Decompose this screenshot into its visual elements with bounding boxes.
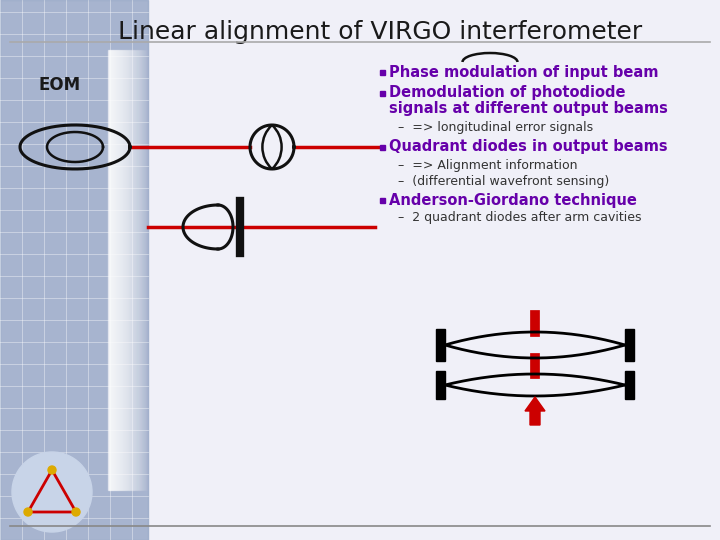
Bar — [112, 50, 113, 490]
Text: Demodulation of photodiode: Demodulation of photodiode — [389, 85, 626, 100]
Bar — [111, 50, 112, 490]
Bar — [121, 50, 122, 490]
Bar — [125, 50, 126, 490]
Bar — [135, 50, 136, 490]
Bar — [127, 50, 128, 490]
Bar — [140, 50, 141, 490]
Bar — [117, 50, 118, 490]
Bar — [145, 50, 146, 490]
Bar — [129, 50, 130, 490]
Bar — [109, 50, 110, 490]
Bar — [134, 50, 135, 490]
Bar — [141, 50, 142, 490]
Bar — [139, 50, 140, 490]
Bar — [122, 50, 123, 490]
Circle shape — [72, 508, 80, 516]
Bar — [133, 50, 134, 490]
Bar — [144, 50, 145, 490]
Bar — [128, 50, 129, 490]
Bar — [380, 91, 385, 96]
Bar — [132, 50, 133, 490]
Bar — [115, 50, 116, 490]
Bar — [436, 371, 445, 399]
Bar — [380, 70, 385, 75]
Bar — [136, 50, 137, 490]
Bar — [0, 0, 148, 540]
Text: –  => Alignment information: – => Alignment information — [398, 159, 577, 172]
Bar — [142, 50, 143, 490]
Bar — [116, 50, 117, 490]
Circle shape — [48, 466, 56, 474]
Bar — [143, 50, 144, 490]
Bar — [123, 50, 124, 490]
Text: Quadrant diodes in output beams: Quadrant diodes in output beams — [389, 139, 667, 154]
FancyArrow shape — [525, 397, 545, 425]
Text: Phase modulation of input beam: Phase modulation of input beam — [389, 64, 659, 79]
Bar — [436, 329, 445, 361]
Bar — [131, 50, 132, 490]
Bar — [119, 50, 120, 490]
Bar — [380, 198, 385, 202]
Bar — [108, 50, 109, 490]
Text: EOM: EOM — [39, 76, 81, 94]
Bar — [120, 50, 121, 490]
Bar — [130, 50, 131, 490]
Circle shape — [12, 452, 92, 532]
Bar — [113, 50, 114, 490]
Bar — [146, 50, 147, 490]
Bar — [137, 50, 138, 490]
Text: –  => longitudinal error signals: – => longitudinal error signals — [398, 120, 593, 133]
Bar — [126, 50, 127, 490]
Text: –  (differential wavefront sensing): – (differential wavefront sensing) — [398, 174, 609, 187]
Bar — [380, 145, 385, 150]
Circle shape — [24, 508, 32, 516]
Bar — [124, 50, 125, 490]
Bar — [625, 371, 634, 399]
Text: Anderson-Giordano technique: Anderson-Giordano technique — [389, 192, 637, 207]
Bar — [118, 50, 119, 490]
Bar — [625, 329, 634, 361]
Text: –  2 quadrant diodes after arm cavities: – 2 quadrant diodes after arm cavities — [398, 212, 642, 225]
Bar — [138, 50, 139, 490]
Bar — [147, 50, 148, 490]
Text: Linear alignment of VIRGO interferometer: Linear alignment of VIRGO interferometer — [118, 20, 642, 44]
Bar — [110, 50, 111, 490]
Text: signals at different output beams: signals at different output beams — [389, 102, 668, 117]
Bar — [114, 50, 115, 490]
